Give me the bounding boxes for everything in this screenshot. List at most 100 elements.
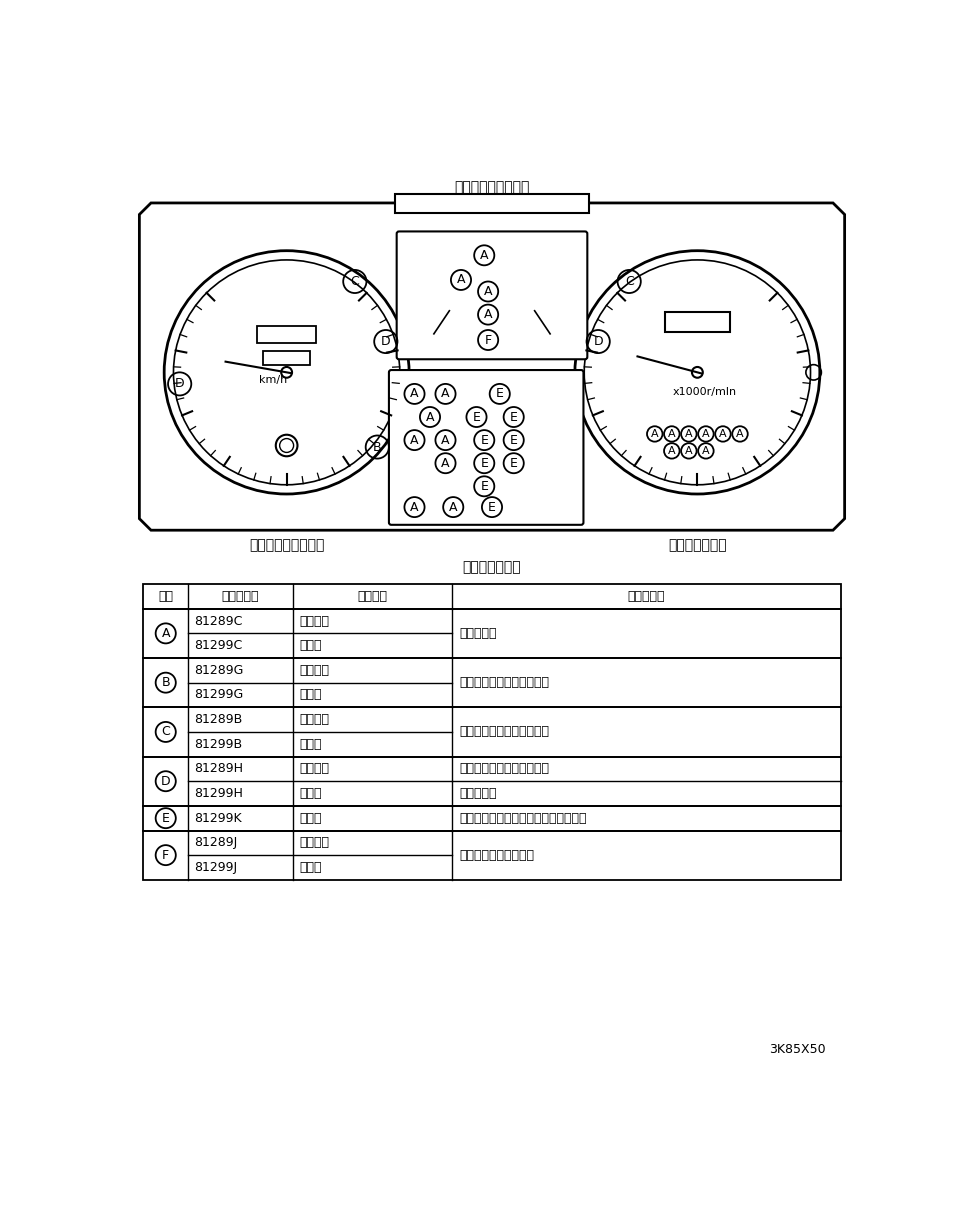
Text: A: A [484,286,492,298]
Text: 81289G: 81289G [194,664,244,676]
Text: ターンシグナル（右／左）: ターンシグナル（右／左） [460,726,549,738]
Text: 81299J: 81299J [194,862,237,874]
Text: A: A [736,430,744,439]
Text: Ｐ　Ｎ　Ｃ: Ｐ Ｎ Ｃ [222,590,259,603]
Bar [665,312,730,333]
Text: C: C [559,339,567,352]
FancyBboxPatch shape [389,370,584,525]
Text: ソケット: ソケット [299,836,329,849]
Text: ソケット: ソケット [299,615,329,628]
Text: A: A [685,446,693,456]
Text: 81289B: 81289B [194,713,243,726]
Text: E: E [495,387,504,401]
Text: C: C [161,726,170,738]
Bar [143,756,841,806]
Text: A: A [425,410,434,424]
Text: Ｐ　Ｒ　Ｎ　Ｄ　５　４　３　２　１: Ｐ Ｒ Ｎ Ｄ ５ ４ ３ ２ １ [460,812,587,825]
Text: 81289H: 81289H [194,762,244,776]
FancyBboxPatch shape [396,231,588,359]
Text: A: A [442,433,449,446]
Text: （スピードメータ）: （スピードメータ） [249,538,324,553]
Text: F: F [418,241,424,254]
Text: F: F [162,848,169,862]
Text: バルブ: バルブ [299,862,322,874]
Text: A: A [719,430,727,439]
Text: ソケット: ソケット [299,713,329,726]
Text: A: A [410,501,419,513]
Text: E: E [510,410,517,424]
Bar [143,584,841,609]
Text: C: C [625,275,634,288]
Text: D: D [175,378,184,391]
Text: A: A [442,456,449,469]
Text: A: A [651,430,659,439]
Text: ソケット: ソケット [299,762,329,776]
Circle shape [575,250,820,494]
Bar [263,351,310,364]
Text: 3K85X50: 3K85X50 [769,1043,826,1056]
Text: A: A [161,627,170,640]
Text: 部品名称: 部品名称 [357,590,387,603]
Bar [257,327,316,344]
Text: スピードメータ（右上側）: スピードメータ（右上側） [460,762,549,776]
Text: 各種警告灯: 各種警告灯 [460,627,497,640]
Text: 81289J: 81289J [194,836,238,849]
Text: A: A [668,430,676,439]
Text: A: A [702,446,709,456]
Text: バルブ: バルブ [299,639,322,652]
Text: 81289C: 81289C [194,615,243,628]
Text: A: A [480,249,489,261]
Text: B: B [161,676,170,690]
Text: D: D [161,774,171,788]
Text: C: C [350,275,359,288]
Text: バルブ: バルブ [299,738,322,750]
Bar [143,830,841,880]
Text: E: E [510,433,517,446]
Bar [143,708,841,756]
Text: A: A [442,387,449,401]
Text: （メータ表側）: （メータ表側） [463,560,521,575]
Text: 81299H: 81299H [194,786,243,800]
Text: x1000r/mln: x1000r/mln [673,387,737,397]
Text: 81299B: 81299B [194,738,243,750]
Text: スピードメータ（右下側）: スピードメータ（右下側） [460,676,549,690]
Bar [143,658,841,708]
Text: A: A [410,387,419,401]
Text: A: A [410,433,419,446]
Text: D: D [381,335,391,348]
Text: E: E [480,456,489,469]
Text: A: A [685,430,693,439]
Text: D: D [593,335,603,348]
Text: 81299K: 81299K [194,812,242,825]
Text: A: A [702,430,709,439]
Text: （タコメータ）: （タコメータ） [668,538,727,553]
Text: F: F [485,334,492,346]
Text: A: A [668,446,676,456]
Text: E: E [472,410,480,424]
Text: E: E [162,812,170,825]
Text: km/h: km/h [258,375,287,385]
Text: バルブ: バルブ [299,812,322,825]
Text: 81299G: 81299G [194,688,244,702]
Text: （燃料計／水温計）: （燃料計／水温計） [454,180,530,195]
Text: バルブ: バルブ [299,688,322,702]
Text: E: E [480,480,489,492]
Text: E: E [510,456,517,469]
Text: A: A [457,273,466,287]
Text: H: H [559,241,568,254]
Text: 燃料計（残量警告灯）: 燃料計（残量警告灯） [460,848,535,862]
Text: タコメータ: タコメータ [460,786,497,800]
Text: B: B [373,440,382,454]
Text: 記号: 記号 [158,590,173,603]
Text: E: E [417,339,424,352]
Text: E: E [480,433,489,446]
Text: 81299C: 81299C [194,639,243,652]
Bar [143,609,841,658]
Text: ソケット: ソケット [299,664,329,676]
Text: A: A [449,501,458,513]
Bar [396,194,588,213]
Text: バルブ: バルブ [299,786,322,800]
Text: 表示灯名称: 表示灯名称 [628,590,665,603]
Text: E: E [488,501,496,513]
Text: A: A [484,309,492,321]
